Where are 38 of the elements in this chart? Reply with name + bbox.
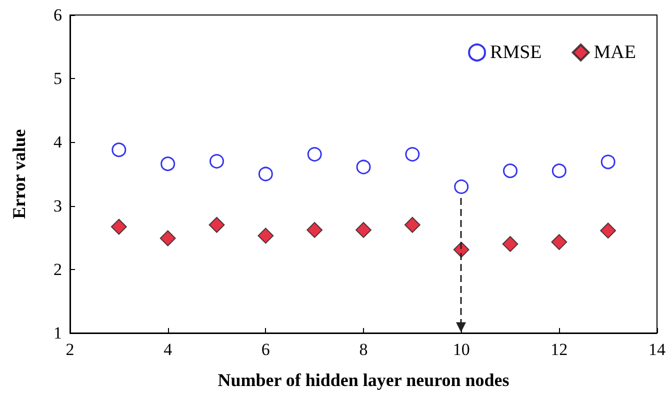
point <box>454 179 469 194</box>
point <box>208 216 225 233</box>
point <box>356 222 372 238</box>
legend-label: RMSE <box>490 42 542 63</box>
point <box>552 164 566 178</box>
point <box>110 218 127 235</box>
y-tick-label: 4 <box>54 132 62 152</box>
x-axis-title: Number of hidden layer neuron nodes <box>218 370 510 390</box>
x-tick-label: 2 <box>66 340 74 359</box>
x-tick-label: 4 <box>164 340 173 359</box>
y-tick-label: 6 <box>54 6 62 24</box>
point <box>112 142 126 158</box>
x-tick-label: 8 <box>359 340 368 359</box>
x-tick-label: 10 <box>452 340 470 359</box>
point <box>258 166 273 182</box>
y-tick-label: 2 <box>54 260 62 279</box>
y-tick-label: 5 <box>54 69 62 88</box>
legend-label: MAE <box>594 42 636 63</box>
point <box>160 156 176 172</box>
y-axis-title: Error value <box>9 129 29 219</box>
point <box>306 222 323 238</box>
point <box>503 164 518 178</box>
x-tick-label: 12 <box>550 340 568 359</box>
point <box>160 230 176 246</box>
x-tick-label: 14 <box>648 340 666 359</box>
point <box>356 160 371 174</box>
point <box>405 147 420 162</box>
point <box>600 222 616 239</box>
x-tick-label: 6 <box>261 340 270 359</box>
point <box>502 236 518 252</box>
point <box>551 234 568 250</box>
point <box>600 154 616 170</box>
point <box>258 228 274 244</box>
y-tick-label: 3 <box>54 196 62 216</box>
point <box>404 216 420 233</box>
point <box>307 147 322 162</box>
y-tick-label: 1 <box>54 324 62 342</box>
point <box>210 154 224 169</box>
